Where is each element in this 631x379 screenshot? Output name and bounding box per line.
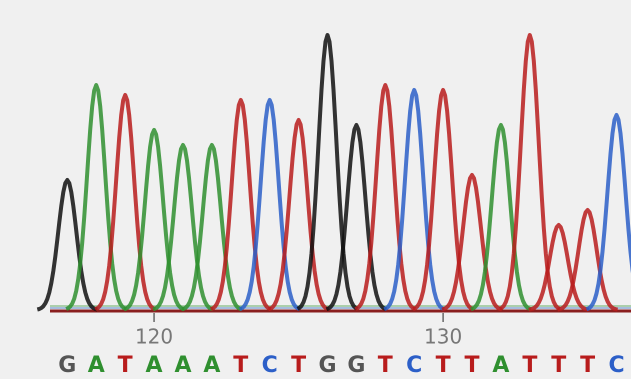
base-call: G	[58, 353, 76, 378]
base-call: T	[233, 353, 248, 378]
base-call: T	[378, 353, 393, 378]
peak	[66, 85, 126, 309]
base-call: A	[203, 353, 220, 378]
x-tick-label: 120	[135, 325, 173, 349]
base-call: T	[436, 353, 451, 378]
peak	[384, 90, 444, 309]
x-tick-label: 130	[424, 325, 462, 349]
peak	[37, 180, 97, 310]
base-call: A	[492, 353, 509, 378]
base-call: A	[174, 353, 191, 378]
base-call: T	[522, 353, 537, 378]
peak	[587, 115, 631, 309]
base-call: A	[146, 353, 163, 378]
base-call: C	[406, 353, 422, 378]
base-call: C	[262, 353, 278, 378]
chromatogram: 120130GATAAATCTGGTCTTATTTC	[0, 0, 631, 379]
base-call: G	[318, 353, 336, 378]
base-call: T	[118, 353, 133, 378]
base-call: T	[465, 353, 480, 378]
base-call: T	[580, 353, 595, 378]
peak	[413, 90, 473, 309]
base-call: G	[347, 353, 365, 378]
base-call: T	[551, 353, 566, 378]
base-call: C	[608, 353, 624, 378]
base-call: T	[291, 353, 306, 378]
base-call: A	[88, 353, 105, 378]
page: {"chart_data": {"type": "chromatogram", …	[0, 0, 631, 379]
